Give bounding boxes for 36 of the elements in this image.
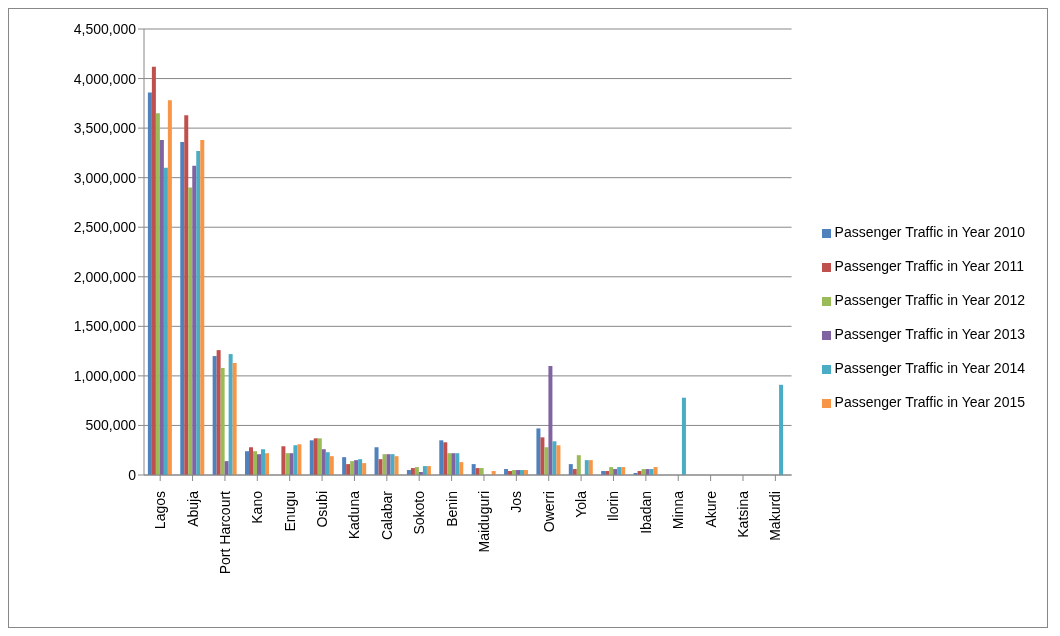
y-tick-label: 1,500,000 — [73, 318, 137, 335]
legend-label: Passenger Traffic in Year 2010 — [834, 224, 1025, 240]
x-tick-label: Katsina — [735, 490, 751, 538]
x-tick-label: Kaduna — [346, 490, 363, 540]
x-tick-label: Port Harcourt — [216, 490, 233, 575]
y-tick-label: 2,000,000 — [73, 268, 137, 285]
y-tick-label: 4,500,000 — [73, 20, 137, 37]
x-tick-label: Benin — [443, 491, 460, 527]
x-tick-label: Enugu — [281, 491, 298, 532]
y-tick-label: 500,000 — [85, 417, 137, 434]
x-tick-label: Minna — [670, 490, 687, 530]
y-tick-label: 0 — [128, 466, 137, 483]
x-tick-label: Yola — [573, 490, 590, 518]
x-tick-label: Akure — [702, 490, 719, 528]
x-tick-label: Jos — [508, 491, 525, 513]
legend-label: Passenger Traffic in Year 2011 — [834, 258, 1024, 274]
y-tick-label: 2,500,000 — [73, 219, 137, 236]
x-tick-label: Sokoto — [411, 490, 428, 535]
x-tick-label: Makurdi — [767, 491, 784, 541]
legend-label: Passenger Traffic in Year 2013 — [834, 326, 1025, 342]
y-tick-label: 3,000,000 — [73, 169, 137, 186]
x-tick-label: Calabar — [378, 490, 395, 541]
y-tick-label: 3,500,000 — [73, 120, 137, 137]
x-tick-label: Lagos — [152, 491, 169, 530]
y-tick-label: 1,000,000 — [73, 367, 137, 384]
x-tick-label: Osubi — [314, 491, 331, 528]
x-tick-label: Ibadan — [637, 491, 654, 534]
x-tick-label: Abuja — [184, 490, 201, 527]
legend-label: Passenger Traffic in Year 2014 — [834, 360, 1025, 376]
y-tick-label: 4,000,000 — [73, 70, 137, 87]
x-tick-label: Maiduguri — [475, 491, 492, 553]
x-tick-label: Owerri — [540, 491, 557, 533]
legend-label: Passenger Traffic in Year 2012 — [834, 292, 1025, 308]
legend-label: Passenger Traffic in Year 2015 — [834, 394, 1025, 410]
x-tick-label: Ilorin — [605, 491, 622, 522]
x-tick-label: Kano — [249, 490, 266, 524]
